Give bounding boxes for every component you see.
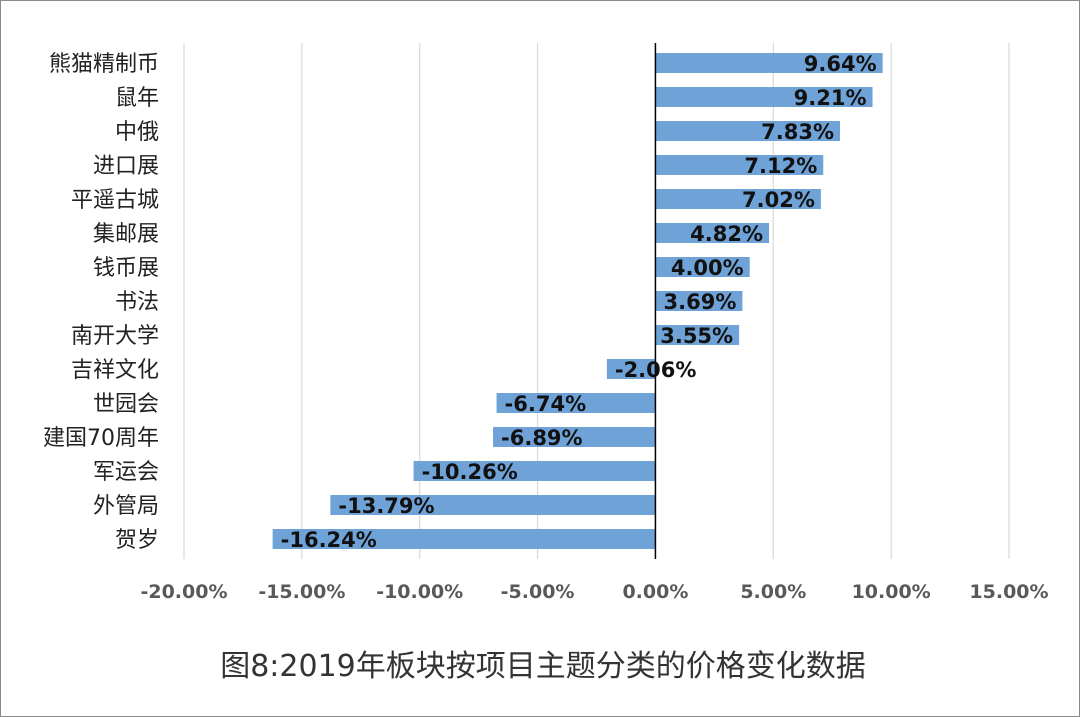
x-tick-label: -5.00% — [501, 581, 575, 603]
data-label: 7.02% — [742, 188, 815, 212]
category-label: 平遥古城 — [71, 188, 159, 213]
data-label: -6.74% — [505, 392, 587, 416]
data-label: -6.89% — [501, 426, 583, 450]
bar — [272, 529, 656, 549]
data-label: -16.24% — [281, 528, 377, 552]
category-label: 世园会 — [93, 392, 159, 417]
bars — [272, 53, 883, 549]
bar — [330, 495, 656, 515]
x-tick-label: 15.00% — [969, 581, 1048, 603]
data-label: 9.64% — [804, 52, 877, 76]
category-label: 进口展 — [93, 154, 159, 179]
category-labels: 熊猫精制币鼠年中俄进口展平遥古城集邮展钱币展书法南开大学吉祥文化世园会建国70周… — [43, 52, 159, 553]
x-tick-labels: -20.00% -15.00% -10.00% -5.00% 0.00% 5.00% 10.… — [140, 581, 1048, 603]
data-label: 4.00% — [671, 256, 744, 280]
category-label: 贺岁 — [115, 528, 159, 553]
data-label: 3.69% — [664, 290, 737, 314]
data-label: -2.06% — [615, 358, 697, 382]
category-label: 熊猫精制币 — [49, 52, 159, 77]
x-tick-label: 10.00% — [852, 581, 931, 603]
bar — [655, 53, 883, 73]
data-label: -10.26% — [422, 460, 518, 484]
bar — [655, 87, 873, 107]
data-label: 7.83% — [761, 120, 834, 144]
data-label: -13.79% — [338, 494, 434, 518]
category-label: 钱币展 — [93, 256, 159, 281]
category-label: 吉祥文化 — [71, 358, 159, 383]
x-tick-label: 0.00% — [622, 581, 688, 603]
bar — [655, 189, 821, 209]
category-label: 建国70周年 — [43, 426, 159, 451]
data-labels: 9.64% 9.21% 7.83% 7.12% 7.02% 4.82% 4.00% 3.69%… — [281, 52, 877, 552]
category-label: 书法 — [115, 290, 159, 315]
data-label: 9.21% — [794, 86, 867, 110]
category-label: 中俄 — [115, 120, 159, 145]
bar — [655, 257, 750, 277]
bar — [496, 393, 656, 413]
category-label: 南开大学 — [71, 324, 159, 349]
bar — [655, 223, 770, 243]
x-tick-label: 5.00% — [740, 581, 806, 603]
bar — [606, 359, 656, 379]
category-label: 军运会 — [93, 460, 159, 485]
chart-title: 图8:2019年板块按项目主题分类的价格变化数据 — [220, 649, 866, 684]
bar — [655, 155, 824, 175]
bar — [655, 291, 743, 311]
data-label: 4.82% — [690, 222, 763, 246]
category-label: 集邮展 — [93, 222, 159, 247]
bar — [493, 427, 656, 447]
category-label: 鼠年 — [115, 86, 159, 111]
data-label: 7.12% — [744, 154, 817, 178]
bar — [655, 325, 740, 345]
x-tick-label: -10.00% — [376, 581, 463, 603]
grid-lines — [183, 43, 1010, 559]
bar — [413, 461, 656, 481]
x-tick-label: -20.00% — [140, 581, 227, 603]
data-label: 3.55% — [660, 324, 733, 348]
bar — [655, 121, 840, 141]
x-tick-label: -15.00% — [258, 581, 345, 603]
category-label: 外管局 — [93, 494, 159, 519]
